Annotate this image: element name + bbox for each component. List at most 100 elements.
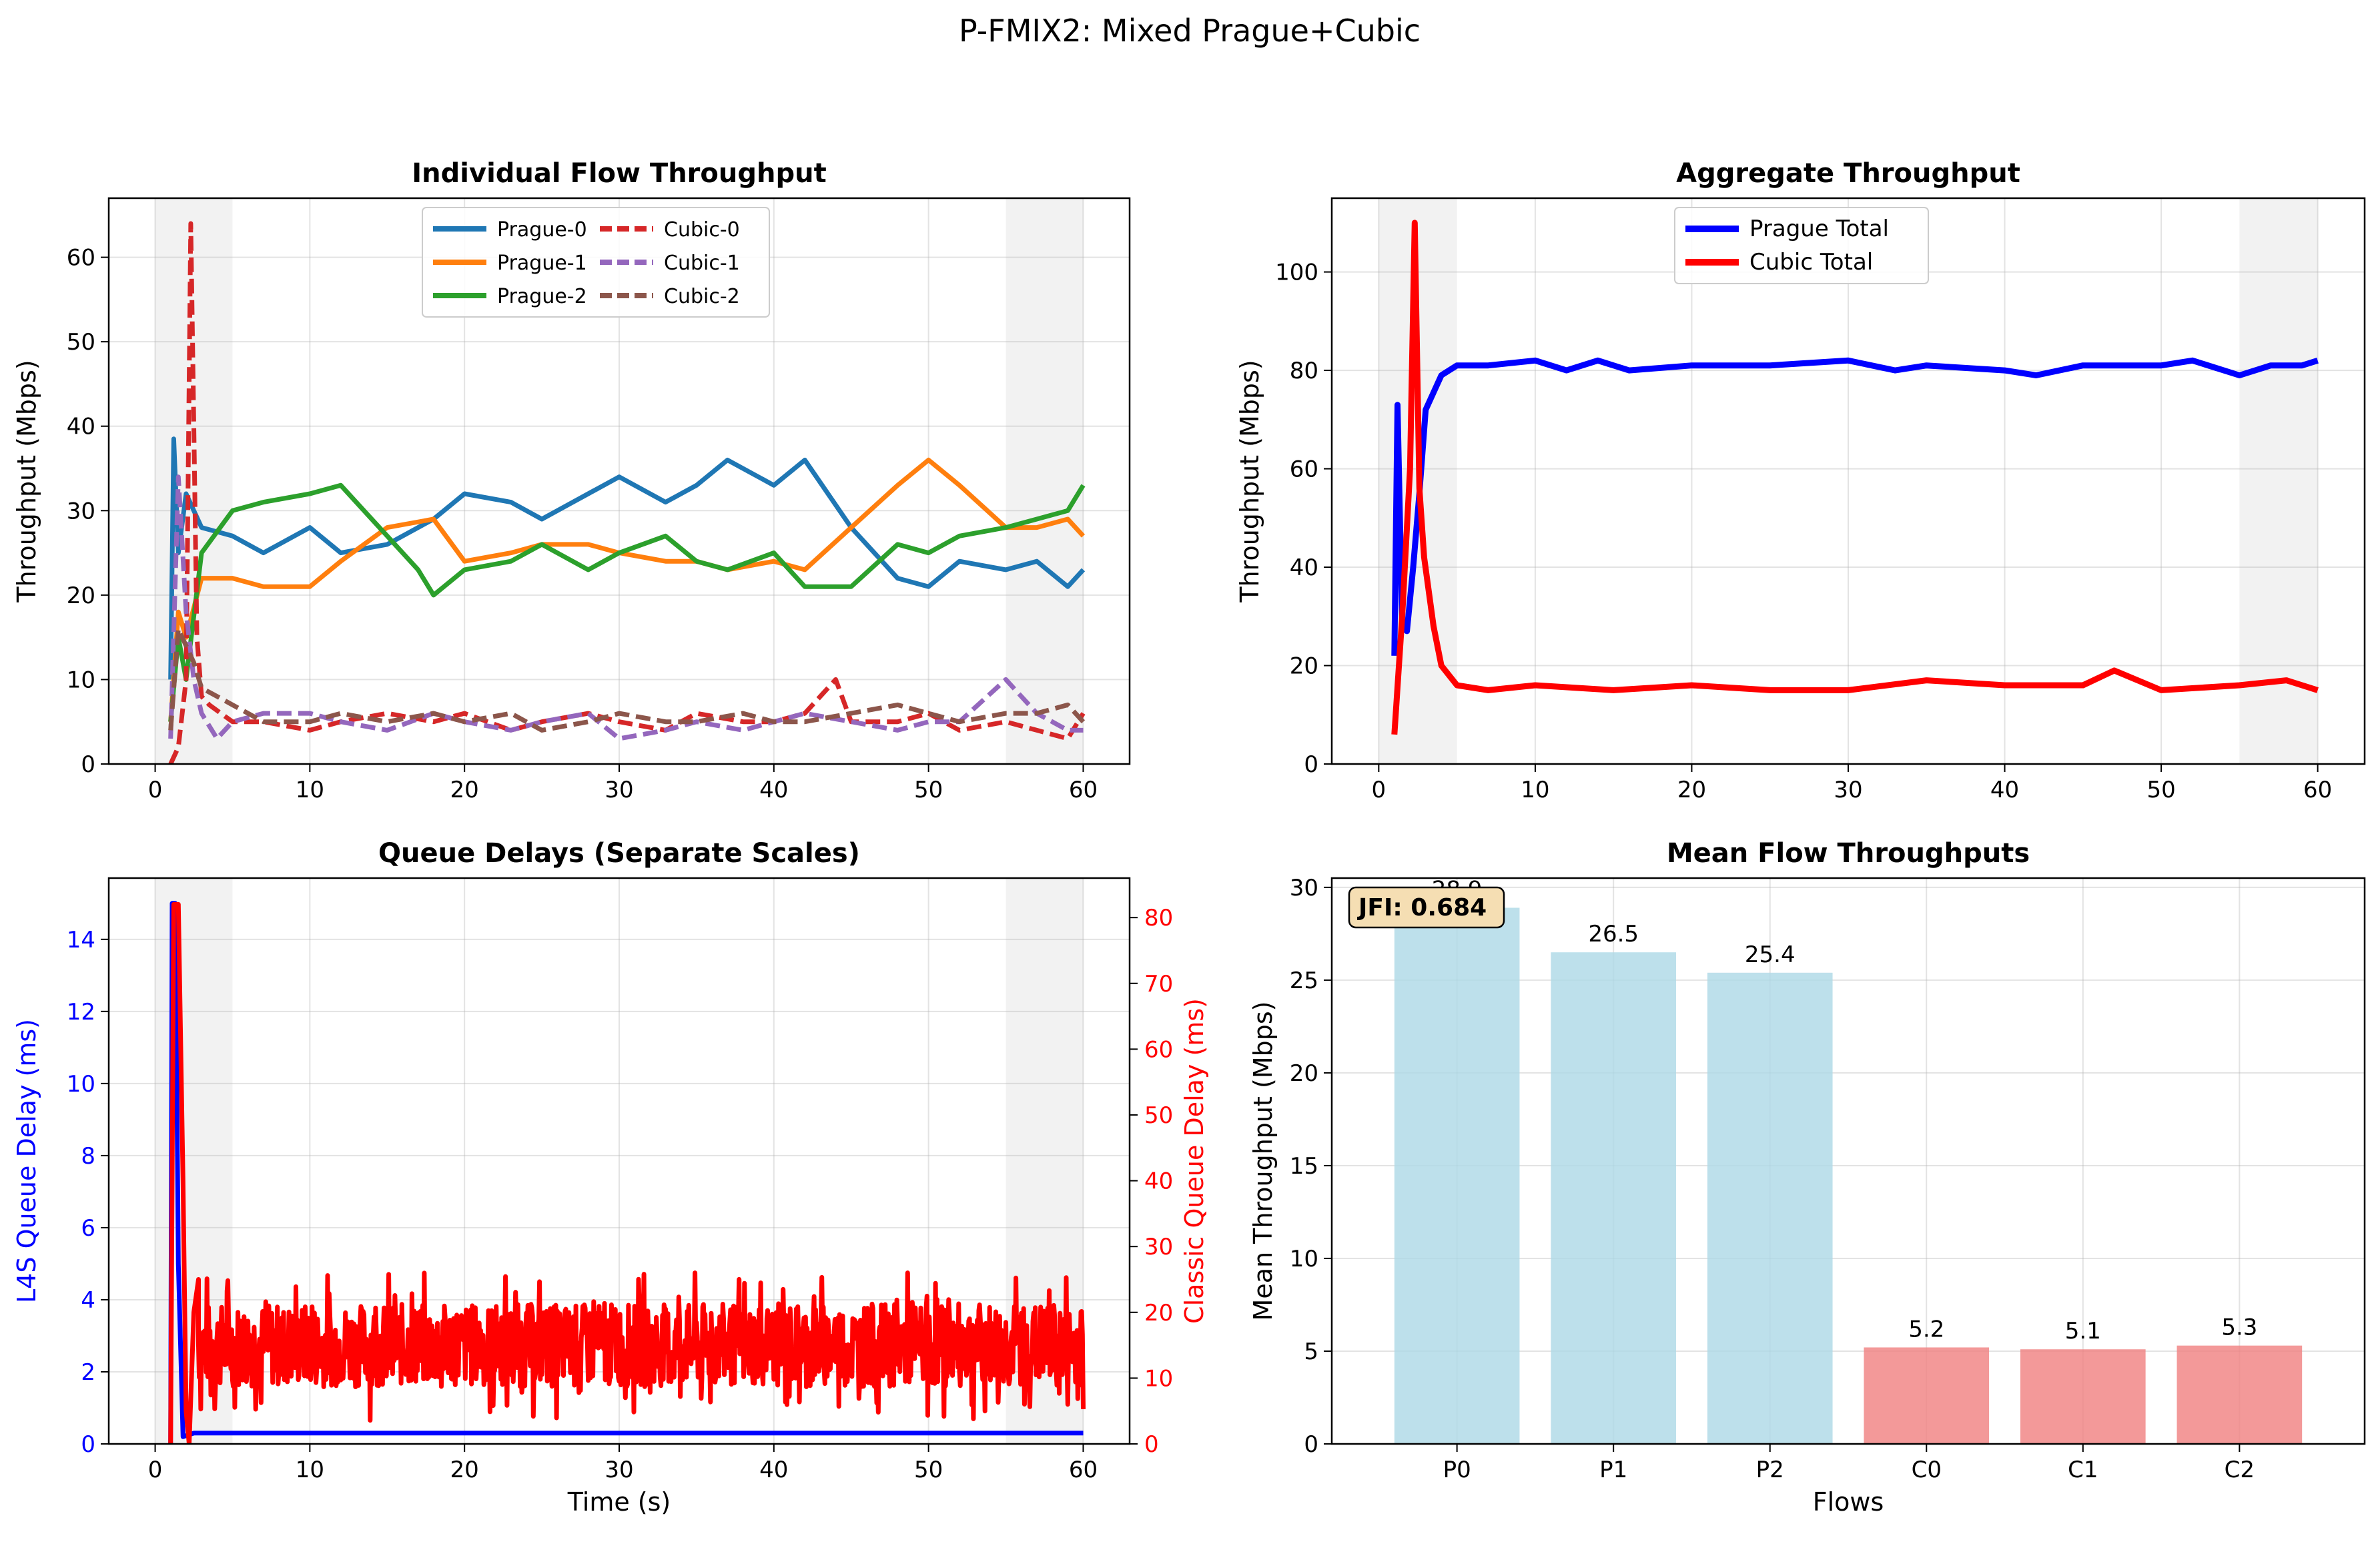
y-right-tick-label: 40 <box>1144 1168 1173 1195</box>
x-tick-label: 60 <box>1069 1457 1098 1483</box>
axes-frame <box>107 197 1131 765</box>
chart-title: Queue Delays (Separate Scales) <box>378 838 860 869</box>
bar-value-label: 5.3 <box>2221 1314 2257 1341</box>
series-line-cubic-total <box>1391 220 2319 735</box>
jfi-label: JFI: 0.684 <box>1356 894 1487 921</box>
y-tick-label: 25 <box>1290 968 1318 994</box>
x-tick-label: 30 <box>605 1457 633 1483</box>
y-tick-label: 2 <box>81 1359 95 1386</box>
y-tick-label: 20 <box>1290 1060 1318 1087</box>
legend-label: Prague-0 <box>497 218 587 242</box>
bar-value-label: 26.5 <box>1588 921 1639 947</box>
x-tick-label: C0 <box>1912 1457 1942 1483</box>
legend: Prague Total Cubic Total <box>1674 207 1929 284</box>
series-line-prague-total <box>1391 357 2319 656</box>
x-tick-label: 0 <box>1372 777 1386 803</box>
x-tick-label: 50 <box>914 1457 943 1483</box>
series-line-classic <box>168 901 1086 1444</box>
x-tick-label: C1 <box>2068 1457 2098 1483</box>
y-tick-label: 0 <box>81 1431 95 1458</box>
y-tick-label: 5 <box>1304 1338 1318 1365</box>
jfi-annotation: JFI: 0.684 <box>1348 886 1505 929</box>
x-tick-label: 40 <box>759 777 788 803</box>
series-line-prague-2 <box>168 482 1086 723</box>
legend-label: Prague-1 <box>497 252 587 275</box>
x-tick-label: 0 <box>148 777 163 803</box>
legend-label: Cubic-2 <box>664 285 740 308</box>
x-axis-label: Flows <box>1813 1487 1884 1517</box>
x-tick-label: 10 <box>1521 777 1549 803</box>
y-tick-label: 0 <box>1304 751 1318 778</box>
series-line-prague-1 <box>168 457 1086 722</box>
x-tick-label: 30 <box>605 777 633 803</box>
legend-label: Cubic-1 <box>664 252 740 275</box>
y-right-tick-label: 60 <box>1144 1036 1173 1063</box>
x-tick-label: 40 <box>1990 777 2019 803</box>
y-tick-label: 14 <box>67 927 95 953</box>
y-axis-label: Mean Throughput (Mbps) <box>1248 1002 1278 1321</box>
y-tick-label: 100 <box>1275 260 1318 286</box>
x-tick-label: P0 <box>1443 1457 1471 1483</box>
y-right-tick-label: 20 <box>1144 1300 1173 1326</box>
x-tick-label: 50 <box>914 777 943 803</box>
y-right-tick-label: 50 <box>1144 1102 1173 1129</box>
x-tick-label: P2 <box>1756 1457 1784 1483</box>
x-tick-label: 40 <box>759 1457 788 1483</box>
x-tick-label: 20 <box>1677 777 1706 803</box>
y-right-axis-label: Classic Queue Delay (ms) <box>1180 998 1209 1324</box>
chart-individual: Individual Flow Throughput 0 10 20 30 40 50 60 0… <box>12 158 1131 803</box>
figure-suptitle: P-FMIX2: Mixed Prague+Cubic <box>959 13 1421 49</box>
legend-label: Prague-2 <box>497 285 587 308</box>
x-tick-label: 20 <box>450 777 479 803</box>
x-tick-label: 10 <box>296 777 324 803</box>
warmup-shade <box>2239 198 2318 764</box>
y-tick-label: 20 <box>67 583 95 609</box>
y-tick-label: 60 <box>1290 456 1318 483</box>
bar-value-label: 25.4 <box>1745 941 1796 968</box>
y-tick-label: 10 <box>67 1071 95 1098</box>
bar-c0 <box>1864 1347 1990 1444</box>
bar-p0 <box>1394 907 1520 1444</box>
series-line-cubic-0 <box>168 221 1086 764</box>
warmup-shade <box>1006 198 1084 764</box>
y-tick-label: 15 <box>1290 1153 1318 1180</box>
y-tick-label: 0 <box>81 751 95 778</box>
y-right-tick-label: 30 <box>1144 1234 1173 1260</box>
chart-queue: Queue Delays (Separate Scales)0 10 20 30 40 5… <box>12 838 1209 1517</box>
x-tick-label: 10 <box>296 1457 324 1483</box>
y-right-tick-label: 10 <box>1144 1365 1173 1392</box>
chart-means: Mean Flow Throughputs28.926.525.45.25.15… <box>1248 838 2366 1517</box>
x-tick-label: P1 <box>1599 1457 1627 1483</box>
y-tick-label: 4 <box>81 1287 95 1314</box>
y-tick-label: 40 <box>1290 554 1318 581</box>
x-axis-label: Time (s) <box>567 1487 671 1517</box>
y-tick-label: 40 <box>67 414 95 440</box>
legend-label: Prague Total <box>1749 216 1889 242</box>
y-tick-label: 6 <box>81 1215 95 1242</box>
plot-area <box>1332 198 2365 764</box>
y-axis-label: Throughput (Mbps) <box>1235 360 1264 603</box>
x-tick-label: 50 <box>2146 777 2175 803</box>
bar-c1 <box>2020 1349 2146 1444</box>
bar-p2 <box>1707 972 1833 1444</box>
axes-frame <box>1330 197 2366 765</box>
y-tick-label: 30 <box>67 498 95 524</box>
y-right-tick-label: 70 <box>1144 971 1173 998</box>
axes-frame <box>107 877 1131 1445</box>
y-tick-label: 12 <box>67 999 95 1026</box>
legend: Prague-0 Prague-1 Prague-2 Cubic-0 Cubic-1 Cu… <box>422 207 770 318</box>
bar-value-label: 5.2 <box>1908 1316 1944 1342</box>
chart-title: Individual Flow Throughput <box>412 158 826 189</box>
x-tick-label: 60 <box>2303 777 2332 803</box>
y-tick-label: 20 <box>1290 653 1318 680</box>
chart-title: Aggregate Throughput <box>1676 158 2020 189</box>
jfi-box <box>1348 886 1505 929</box>
chart-title: Mean Flow Throughputs <box>1667 838 2030 869</box>
y-axis-label: L4S Queue Delay (ms) <box>12 1019 41 1303</box>
x-tick-label: 60 <box>1069 777 1098 803</box>
x-tick-label: 30 <box>1834 777 1862 803</box>
legend-label: Cubic-0 <box>664 218 740 242</box>
x-tick-label: 0 <box>148 1457 163 1483</box>
